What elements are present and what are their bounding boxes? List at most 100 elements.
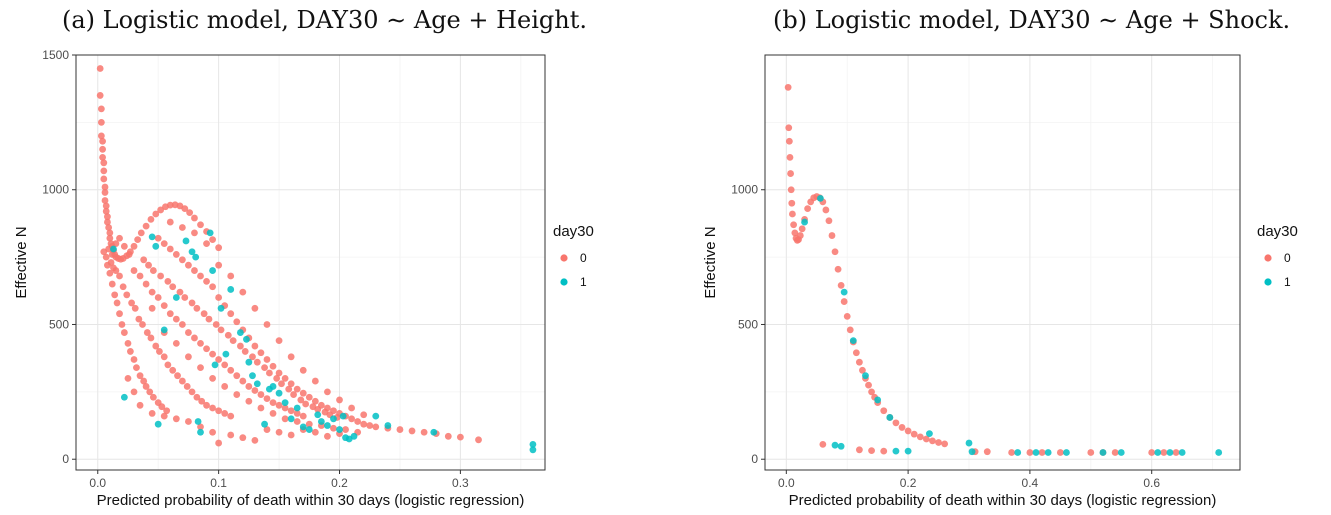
data-point-0	[263, 395, 271, 402]
data-point-1	[904, 447, 912, 455]
data-point-0	[106, 269, 114, 277]
data-point-0	[188, 299, 196, 307]
data-point-1	[1178, 449, 1186, 456]
data-point-0	[102, 202, 110, 210]
data-point-0	[789, 210, 796, 218]
data-point-1	[197, 428, 204, 436]
y-tick-label: 1000	[731, 183, 758, 197]
data-point-0	[868, 388, 875, 396]
data-point-0	[100, 167, 108, 175]
data-point-0	[263, 356, 271, 363]
data-point-0	[1160, 449, 1168, 456]
data-point-0	[209, 404, 216, 412]
data-point-0	[128, 299, 136, 307]
data-point-0	[186, 209, 194, 217]
data-point-0	[1111, 449, 1119, 456]
points-b	[784, 83, 1223, 456]
data-point-0	[299, 389, 307, 397]
data-point-0	[257, 391, 265, 398]
data-point-0	[104, 213, 111, 221]
data-point-0	[174, 372, 181, 380]
data-point-0	[269, 410, 277, 417]
data-point-0	[209, 283, 216, 291]
data-point-1	[293, 404, 301, 412]
data-point-1	[1215, 449, 1223, 456]
data-point-1	[324, 422, 331, 429]
data-point-0	[148, 288, 156, 296]
data-point-0	[100, 175, 108, 183]
data-point-1	[314, 411, 322, 419]
data-point-0	[456, 433, 464, 441]
data-point-0	[1008, 449, 1016, 456]
data-point-0	[224, 331, 232, 339]
data-point-0	[287, 353, 295, 361]
legend-key-0-b	[1264, 254, 1272, 262]
x-tick-label: 0.6	[1143, 476, 1160, 490]
data-point-0	[922, 435, 930, 443]
legend-title-b: day30	[1257, 223, 1298, 240]
data-point-0	[158, 403, 166, 411]
data-point-0	[215, 407, 223, 415]
data-point-1	[529, 440, 537, 448]
data-point-0	[941, 440, 949, 448]
data-point-0	[97, 105, 105, 113]
data-point-0	[263, 321, 271, 328]
data-point-0	[251, 342, 259, 350]
data-point-0	[929, 437, 936, 445]
data-point-1	[269, 383, 277, 390]
data-point-0	[221, 361, 229, 369]
data-point-0	[172, 251, 180, 258]
data-point-1	[206, 229, 214, 237]
data-point-1	[120, 393, 128, 401]
data-point-0	[828, 232, 836, 239]
data-point-0	[324, 432, 331, 440]
data-point-0	[865, 381, 872, 389]
data-point-0	[1026, 449, 1034, 456]
data-point-0	[166, 201, 174, 209]
data-point-0	[209, 428, 216, 436]
data-point-0	[281, 415, 289, 423]
data-point-0	[120, 242, 128, 250]
data-point-0	[154, 294, 162, 301]
data-point-0	[152, 210, 160, 218]
data-point-0	[142, 222, 150, 230]
data-point-1	[372, 412, 380, 420]
data-point-0	[209, 374, 216, 382]
data-point-0	[855, 446, 863, 454]
data-point-0	[203, 277, 210, 285]
data-point-0	[269, 399, 277, 407]
x-axis-title-b: Predicted probability of death within 30…	[789, 492, 1217, 509]
data-point-0	[172, 315, 180, 323]
data-point-0	[101, 189, 109, 196]
data-point-0	[105, 224, 113, 231]
data-point-0	[302, 400, 310, 408]
data-point-0	[221, 383, 229, 390]
data-point-0	[197, 423, 204, 431]
data-point-0	[111, 291, 119, 299]
data-point-0	[269, 362, 277, 370]
data-point-0	[287, 380, 295, 388]
data-point-0	[116, 272, 123, 280]
data-point-0	[342, 426, 349, 433]
data-point-0	[149, 267, 157, 274]
legend-label-0-b: 0	[1284, 251, 1291, 265]
data-point-0	[348, 415, 355, 423]
data-point-0	[788, 199, 796, 207]
data-point-0	[181, 205, 189, 213]
data-point-1	[281, 399, 289, 407]
data-point-0	[142, 280, 150, 288]
data-point-1	[110, 245, 117, 253]
data-point-0	[233, 391, 241, 398]
data-point-1	[236, 329, 244, 336]
data-point-0	[142, 383, 150, 390]
data-point-0	[215, 294, 223, 301]
data-point-0	[336, 396, 343, 404]
data-point-0	[796, 232, 804, 239]
data-point-1	[801, 218, 808, 226]
y-axis-title-a: Effective N	[13, 226, 30, 298]
data-point-0	[834, 265, 842, 273]
data-point-0	[804, 205, 812, 213]
data-point-0	[227, 431, 235, 439]
x-tick-label: 0.1	[210, 476, 227, 490]
data-point-1	[192, 253, 200, 261]
